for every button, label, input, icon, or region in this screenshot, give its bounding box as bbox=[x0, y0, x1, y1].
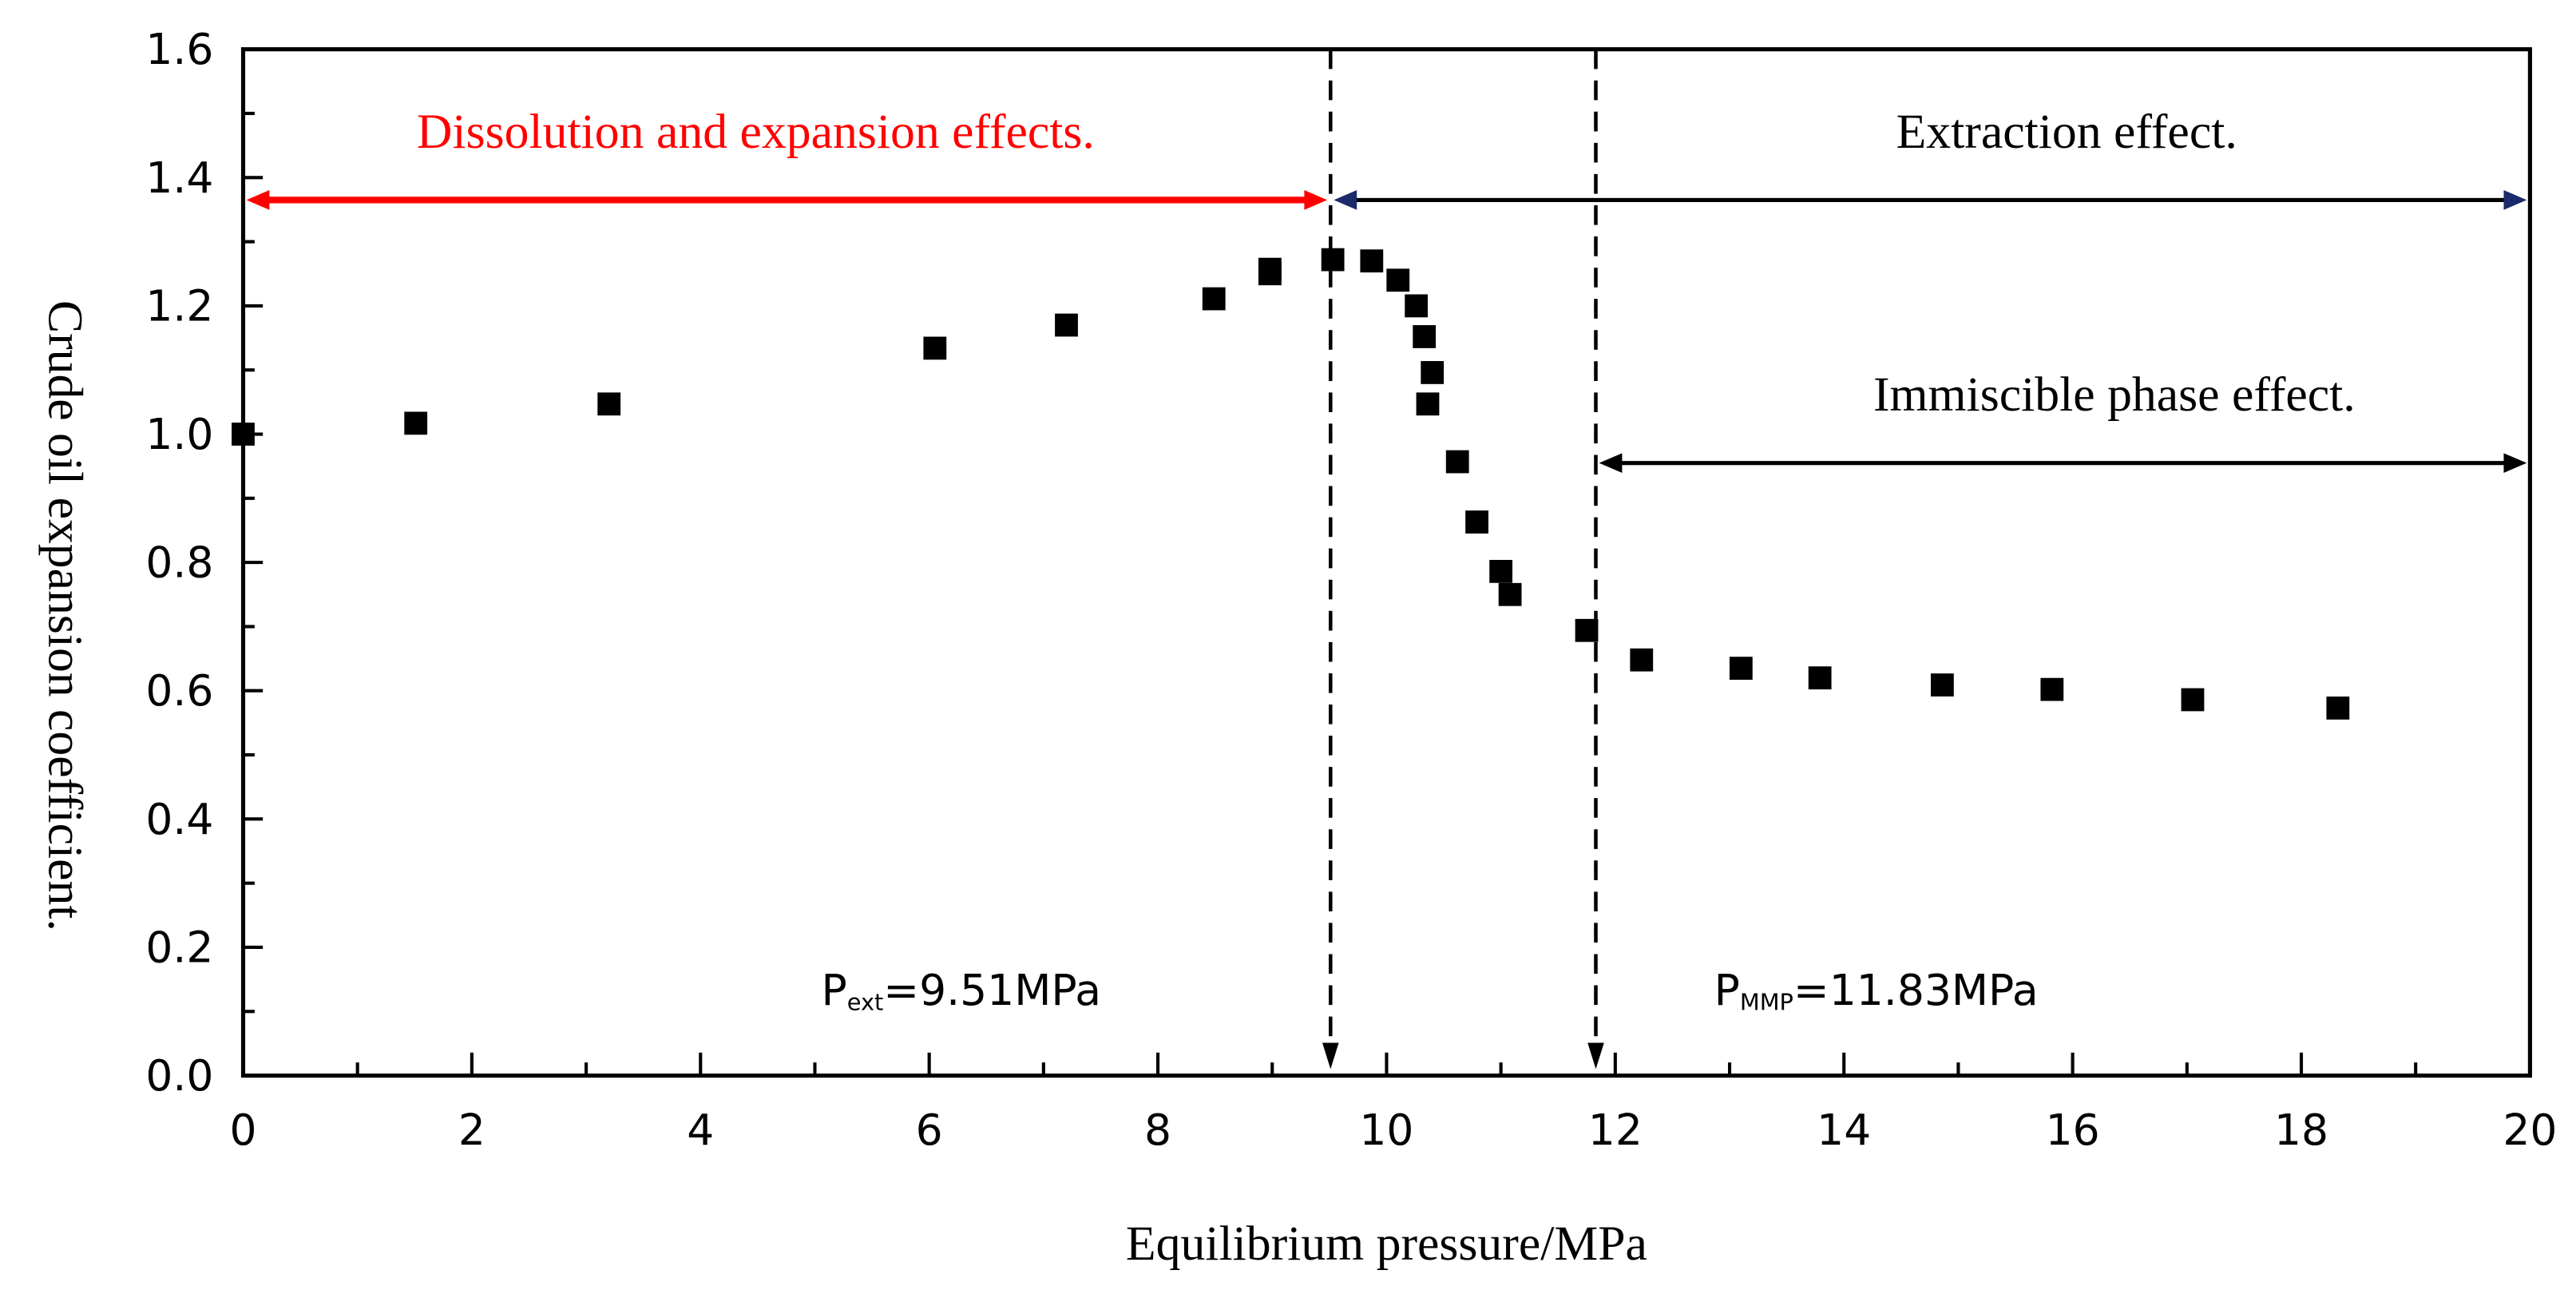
data-point bbox=[1413, 325, 1437, 348]
annotation-text: Dissolution and expansion effects. bbox=[417, 105, 1095, 159]
data-point bbox=[1930, 673, 1954, 697]
data-point bbox=[1321, 248, 1345, 272]
x-tick-label: 4 bbox=[687, 1105, 714, 1155]
pressure-label: Pext=9.51MPa bbox=[821, 965, 1101, 1015]
y-axis-label: Crude oil expansion coefficient. bbox=[38, 300, 93, 931]
annotation-text: Immiscible phase effect. bbox=[1873, 367, 2356, 422]
x-tick-label: 10 bbox=[1359, 1105, 1413, 1155]
x-tick-label: 2 bbox=[458, 1105, 485, 1155]
pressure-label: PMMP=11.83MPa bbox=[1714, 965, 2039, 1015]
pressure-label-sub: MMP bbox=[1740, 988, 1793, 1015]
x-tick-label: 0 bbox=[229, 1105, 256, 1155]
data-point bbox=[1055, 313, 1078, 337]
x-tick-label: 14 bbox=[1817, 1105, 1871, 1155]
down-arrow-icon bbox=[1587, 1042, 1604, 1070]
y-tick-label: 0.0 bbox=[145, 1050, 213, 1101]
x-tick-label: 6 bbox=[916, 1105, 943, 1155]
pressure-label-main: P bbox=[821, 965, 846, 1015]
data-point bbox=[1808, 666, 1832, 690]
pressure-label-value: =9.51MPa bbox=[883, 965, 1101, 1015]
data-point bbox=[923, 336, 947, 360]
y-tick-label: 0.4 bbox=[145, 794, 213, 844]
data-points bbox=[232, 248, 2350, 720]
arrow-right-icon bbox=[2503, 190, 2527, 210]
y-tick-label: 0.6 bbox=[145, 665, 213, 716]
data-point bbox=[1489, 559, 1513, 583]
data-point bbox=[1421, 361, 1445, 384]
data-point bbox=[1445, 450, 1469, 474]
data-point bbox=[1202, 287, 1226, 311]
data-point bbox=[404, 411, 428, 435]
data-point bbox=[1465, 510, 1488, 534]
data-point bbox=[1386, 268, 1410, 292]
y-tick-label: 0.8 bbox=[145, 538, 213, 588]
x-axis-label: Equilibrium pressure/MPa bbox=[1126, 1217, 1647, 1271]
data-point bbox=[1258, 262, 1282, 286]
y-tick-label: 1.0 bbox=[145, 409, 213, 459]
data-point bbox=[1630, 648, 1654, 672]
data-point bbox=[232, 423, 255, 446]
annotation-text: Extraction effect. bbox=[1896, 105, 2237, 159]
data-point bbox=[1416, 392, 1440, 416]
y-tick-label: 1.6 bbox=[145, 24, 213, 74]
down-arrow-icon bbox=[1322, 1042, 1339, 1070]
data-point bbox=[1405, 294, 1429, 318]
x-tick-label: 20 bbox=[2503, 1105, 2557, 1155]
arrow-left-icon bbox=[1599, 453, 1623, 473]
x-tick-label: 18 bbox=[2274, 1105, 2328, 1155]
arrow-left-icon bbox=[246, 190, 270, 210]
x-tick-label: 12 bbox=[1588, 1105, 1643, 1155]
y-tick-label: 0.2 bbox=[145, 922, 213, 972]
data-point bbox=[2326, 697, 2350, 720]
data-point bbox=[2040, 677, 2064, 701]
y-tick-label: 1.2 bbox=[145, 280, 213, 331]
arrow-left-icon bbox=[1334, 190, 1357, 210]
axes: 0 2 4 6 8 10 12 14 16 18 20 0.0 0.2 0.4 0.6 0.8 1.0 1.2 1.… bbox=[145, 24, 2557, 1155]
data-point bbox=[1498, 582, 1522, 606]
pressure-label-main: P bbox=[1714, 965, 1740, 1015]
pressure-label-value: =11.83MPa bbox=[1793, 965, 2039, 1015]
data-point bbox=[1360, 249, 1384, 273]
data-point bbox=[2181, 688, 2205, 712]
data-point bbox=[1729, 657, 1753, 681]
y-tick-label: 1.4 bbox=[145, 153, 213, 203]
arrow-right-icon bbox=[2503, 453, 2527, 473]
x-tick-label: 8 bbox=[1144, 1105, 1171, 1155]
arrow-right-icon bbox=[1304, 190, 1328, 210]
x-tick-label: 16 bbox=[2046, 1105, 2100, 1155]
pressure-label-sub: ext bbox=[847, 988, 884, 1015]
data-point bbox=[597, 392, 621, 416]
